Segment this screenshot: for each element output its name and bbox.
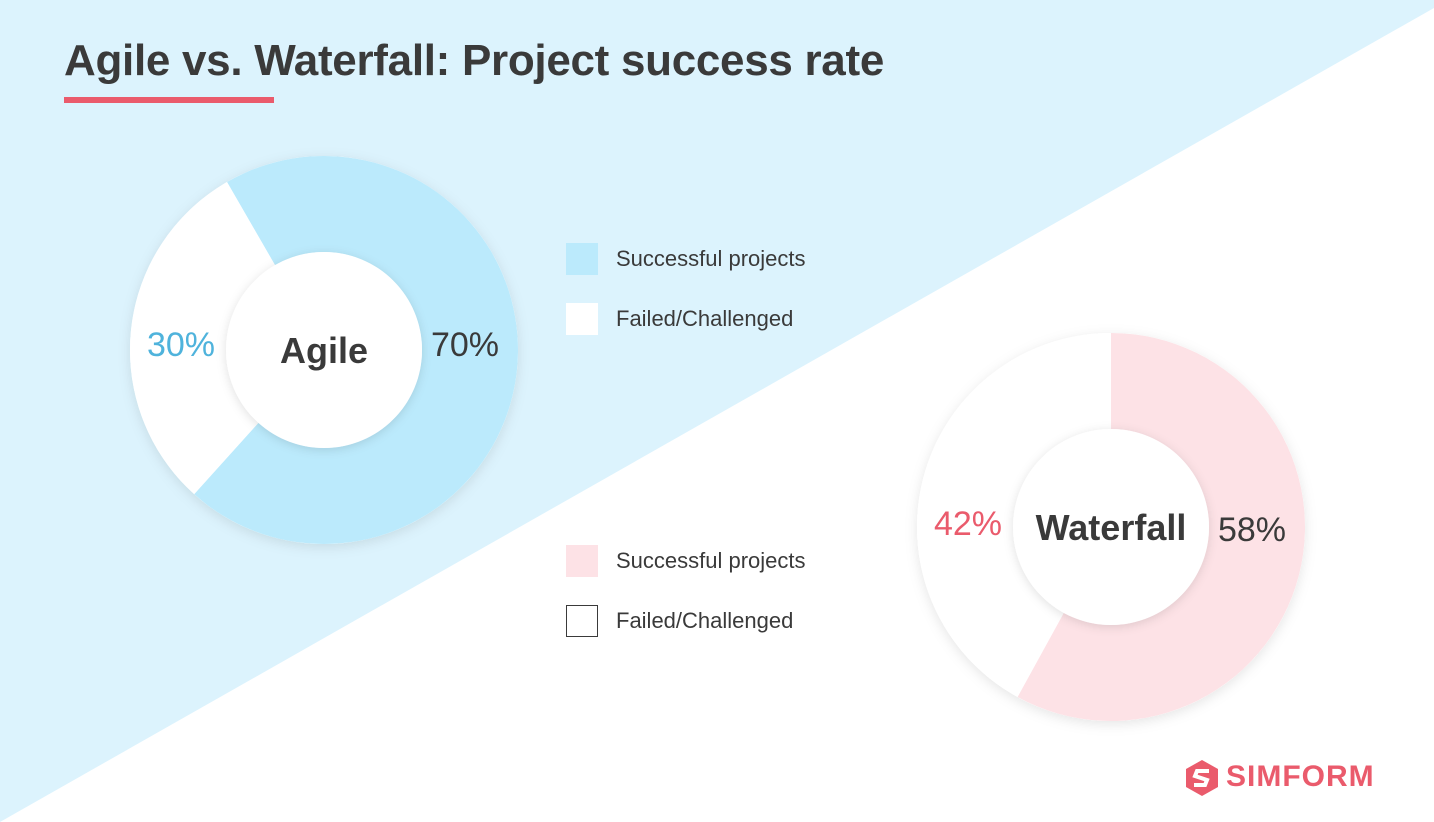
legend-label-successful: Successful projects: [616, 246, 806, 271]
donut-slice-successful: [1017, 333, 1306, 722]
agile-donut-chart: 70% 30% Agile: [130, 156, 518, 545]
title-underline: [64, 97, 274, 103]
donut-hole: [1013, 429, 1209, 625]
page-title: Agile vs. Waterfall: Project success rat…: [64, 36, 884, 85]
legend-swatch-failed: [566, 605, 598, 637]
legend-swatch-successful: [566, 545, 598, 577]
legend-swatch-successful: [566, 243, 598, 275]
simform-logo-text: SIMFORM: [1226, 760, 1375, 793]
legend-label-successful: Successful projects: [616, 548, 806, 573]
donut-slice-label-successful: 70%: [431, 326, 499, 364]
legend-label-failed: Failed/Challenged: [616, 608, 794, 633]
donut-center-label: Waterfall: [1036, 507, 1187, 548]
donut-slice-successful: [194, 156, 518, 545]
donut-slice-failed: [130, 181, 275, 495]
simform-logo-icon: [1186, 760, 1218, 796]
donut-slice-failed: [917, 333, 1111, 698]
donut-center-label: Agile: [280, 330, 368, 371]
donut-slice-label-failed: 42%: [934, 505, 1002, 543]
donut-slice-label-failed: 30%: [147, 326, 215, 364]
donut-hole: [226, 252, 422, 448]
donut-slice-label-successful: 58%: [1218, 511, 1286, 549]
legend-swatch-failed: [566, 303, 598, 335]
waterfall-donut-chart: 58% 42% Waterfall: [917, 333, 1306, 722]
legend-label-failed: Failed/Challenged: [616, 306, 794, 331]
